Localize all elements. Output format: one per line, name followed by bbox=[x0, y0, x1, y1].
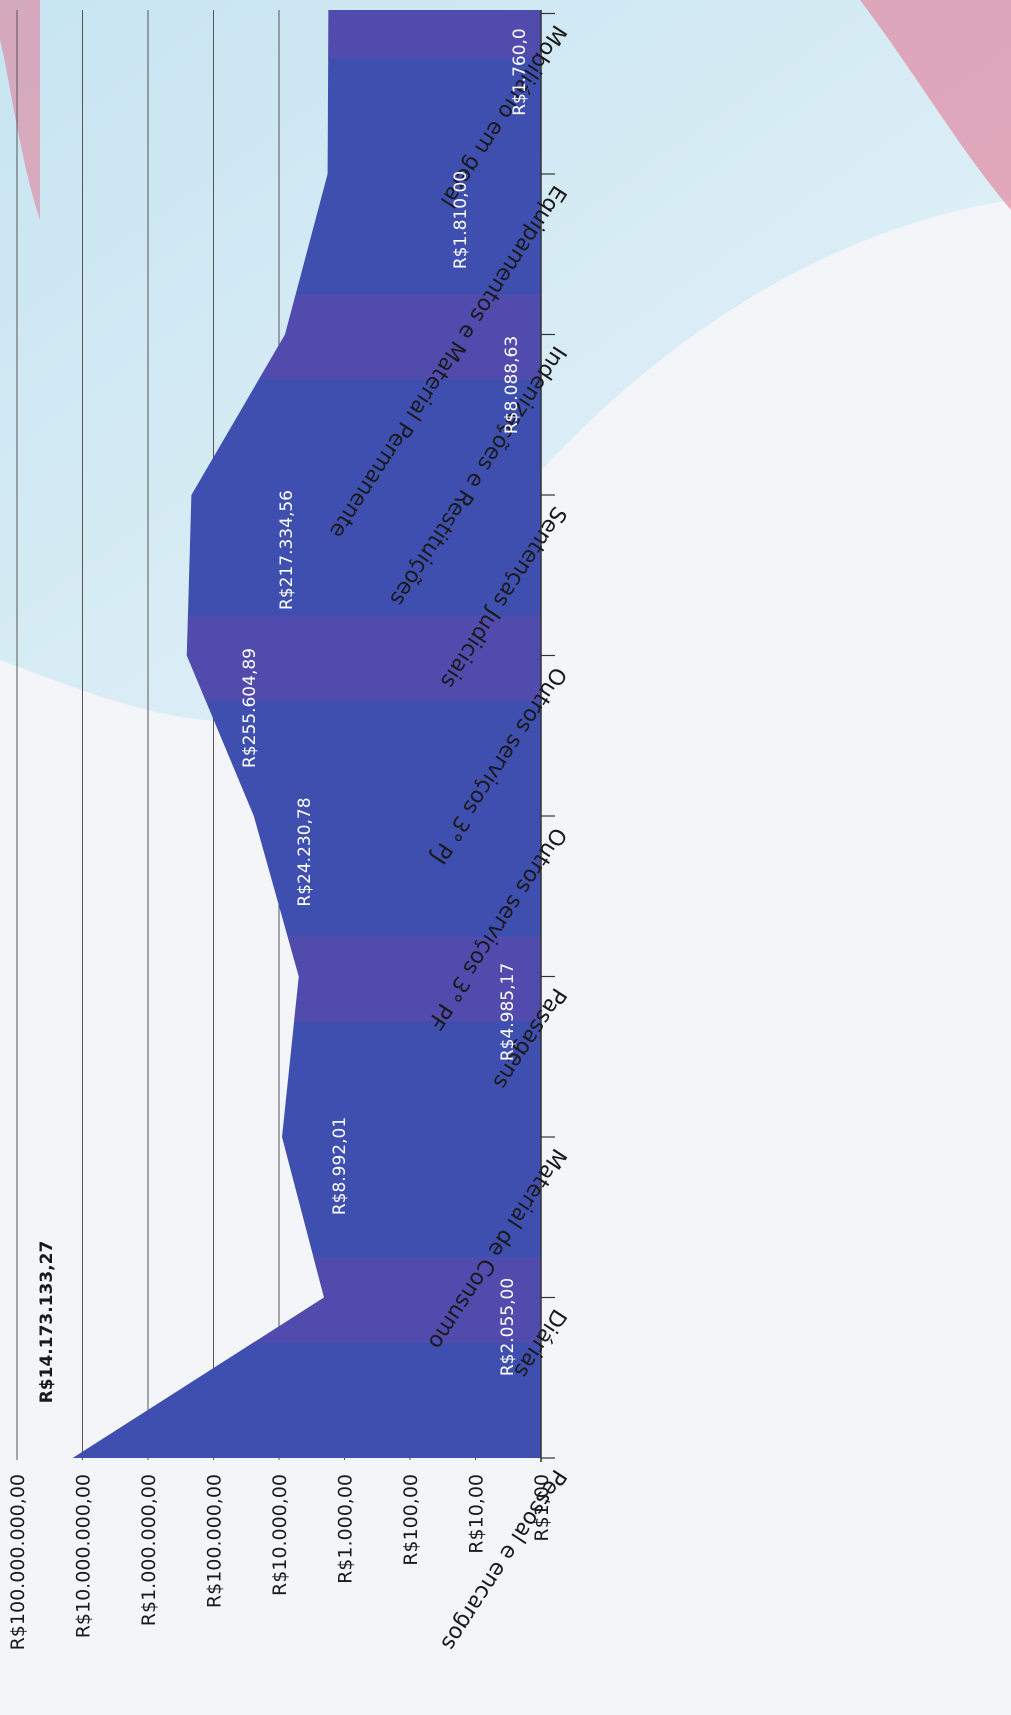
value-tick-label-1: R$10,00 bbox=[466, 1474, 488, 1554]
value-tick-label-3: R$1.000,00 bbox=[335, 1474, 357, 1584]
value-tick-label-2: R$100,00 bbox=[400, 1474, 422, 1566]
data-label-8: R$1.810,00 bbox=[451, 171, 471, 269]
plot-area bbox=[16, 10, 555, 1462]
value-tick-label-5: R$100.000,00 bbox=[204, 1474, 226, 1608]
value-tick-label-7: R$10.000.000,00 bbox=[73, 1474, 95, 1638]
value-tick-label-6: R$1.000.000,00 bbox=[138, 1474, 160, 1626]
data-label-2: R$8.992,01 bbox=[330, 1117, 350, 1215]
data-label-1: R$2.055,00 bbox=[498, 1278, 518, 1376]
value-tick-label-8: R$100.000.000,00 bbox=[7, 1474, 29, 1650]
data-label-5: R$255.604,89 bbox=[240, 648, 260, 768]
data-label-6: R$217.334,56 bbox=[277, 490, 297, 610]
value-tick-label-0: R$1,00 bbox=[531, 1474, 553, 1542]
data-label-9: R$1.760,0 bbox=[510, 28, 530, 116]
data-label-7: R$8.088,63 bbox=[502, 336, 522, 434]
data-label-4: R$24.230,78 bbox=[295, 797, 315, 906]
data-label-3: R$4.985,17 bbox=[498, 963, 518, 1061]
data-label-0: R$14.173.133,27 bbox=[37, 1241, 57, 1404]
band-9 bbox=[72, 10, 541, 59]
value-tick-label-4: R$10.000,00 bbox=[269, 1474, 291, 1596]
category-label-0: Pessoal e encargos bbox=[436, 1465, 571, 1655]
